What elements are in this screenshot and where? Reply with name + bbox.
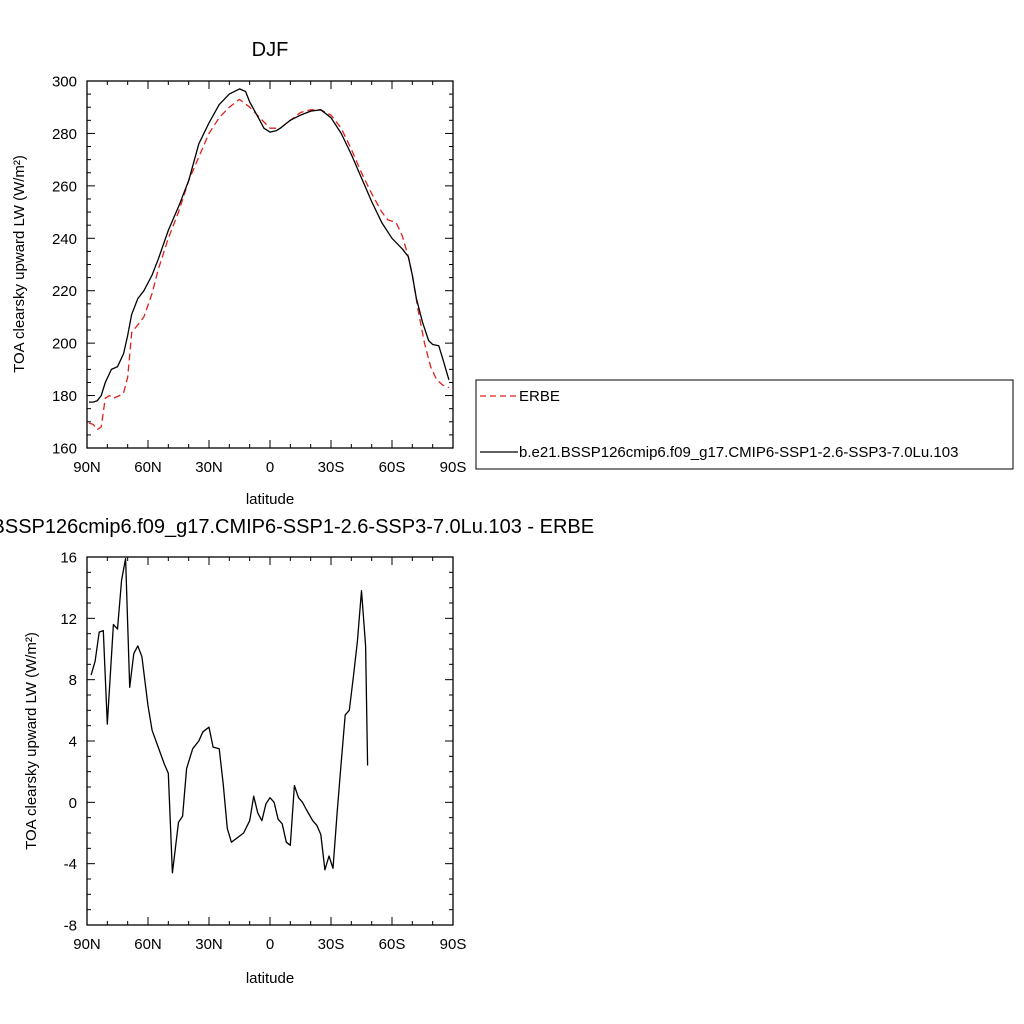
- top-xtick-label: 0: [266, 459, 274, 476]
- top-xtick-label: 90N: [73, 459, 101, 476]
- top-ytick-label: 220: [52, 283, 77, 300]
- bottom-xtick-label: 30N: [195, 936, 223, 953]
- top-ytick-label: 260: [52, 178, 77, 195]
- legend-erbe-label: ERBE: [519, 388, 560, 405]
- legend-model-label: b.e21.BSSP126cmip6.f09_g17.CMIP6-SSP1-2.…: [519, 444, 958, 461]
- top-chart-title: DJF: [252, 39, 289, 61]
- bottom-ytick-label: 12: [60, 611, 77, 628]
- bottom-ytick-label: 0: [69, 795, 77, 812]
- bottom-xtick-label: 90N: [73, 936, 101, 953]
- top-axis-ticks: 160 180 200 220 240 260 280 300 90N 60N 30N 0 30S 60S…: [52, 74, 466, 477]
- top-series-0-line: [88, 98, 450, 431]
- top-series-1-line: [89, 88, 450, 403]
- bottom-ytick-label: 8: [69, 672, 77, 689]
- bottom-xtick-label: 0: [266, 936, 274, 953]
- top-plot-marks: [88, 88, 450, 431]
- bottom-plot-marks: [90, 557, 369, 874]
- bottom-xtick-label: 30S: [318, 936, 345, 953]
- top-ytick-label: 280: [52, 126, 77, 143]
- bottom-panel: b.e21.BSSP126cmip6.f09_g17.CMIP6-SSP1-2.…: [0, 516, 594, 987]
- bottom-axis-ticks: -8 -4 0 4 8 12 16 90N 60N 30N 0 30S 60S 90S: [60, 550, 466, 954]
- top-xtick-label: 60S: [379, 459, 406, 476]
- bottom-ytick-label: 16: [60, 550, 77, 567]
- top-ytick-label: 200: [52, 336, 77, 353]
- top-xtick-label: 30N: [195, 459, 223, 476]
- bottom-x-axis-label: latitude: [246, 970, 294, 987]
- top-ytick-label: 240: [52, 231, 77, 248]
- top-plot-frame: [86, 80, 454, 449]
- bottom-y-axis-label: TOA clearsky upward LW (W/m²): [23, 632, 40, 850]
- top-xtick-label: 90S: [440, 459, 467, 476]
- bottom-chart-title: b.e21.BSSP126cmip6.f09_g17.CMIP6-SSP1-2.…: [0, 516, 594, 538]
- bottom-plot-frame: [86, 556, 454, 926]
- bottom-xtick-label: 90S: [440, 936, 467, 953]
- top-x-axis-label: latitude: [246, 491, 294, 508]
- bottom-ytick-label: -8: [64, 918, 77, 935]
- bottom-series-0-line: [90, 557, 369, 874]
- top-ytick-label: 300: [52, 74, 77, 91]
- top-ytick-label: 180: [52, 388, 77, 405]
- top-xtick-label: 30S: [318, 459, 345, 476]
- legend: ERBE b.e21.BSSP126cmip6.f09_g17.CMIP6-SS…: [475, 379, 1014, 470]
- bottom-ytick-label: -4: [64, 856, 77, 873]
- top-panel: DJF 160 180 200 220 240 260 280 300 90N 60N 30N 0 30…: [11, 39, 1014, 508]
- legend-box: [475, 379, 1014, 470]
- bottom-xtick-label: 60S: [379, 936, 406, 953]
- top-xtick-label: 60N: [134, 459, 162, 476]
- bottom-xtick-label: 60N: [134, 936, 162, 953]
- top-ytick-label: 160: [52, 441, 77, 458]
- bottom-ytick-label: 4: [69, 734, 77, 751]
- top-y-axis-label: TOA clearsky upward LW (W/m²): [11, 155, 28, 373]
